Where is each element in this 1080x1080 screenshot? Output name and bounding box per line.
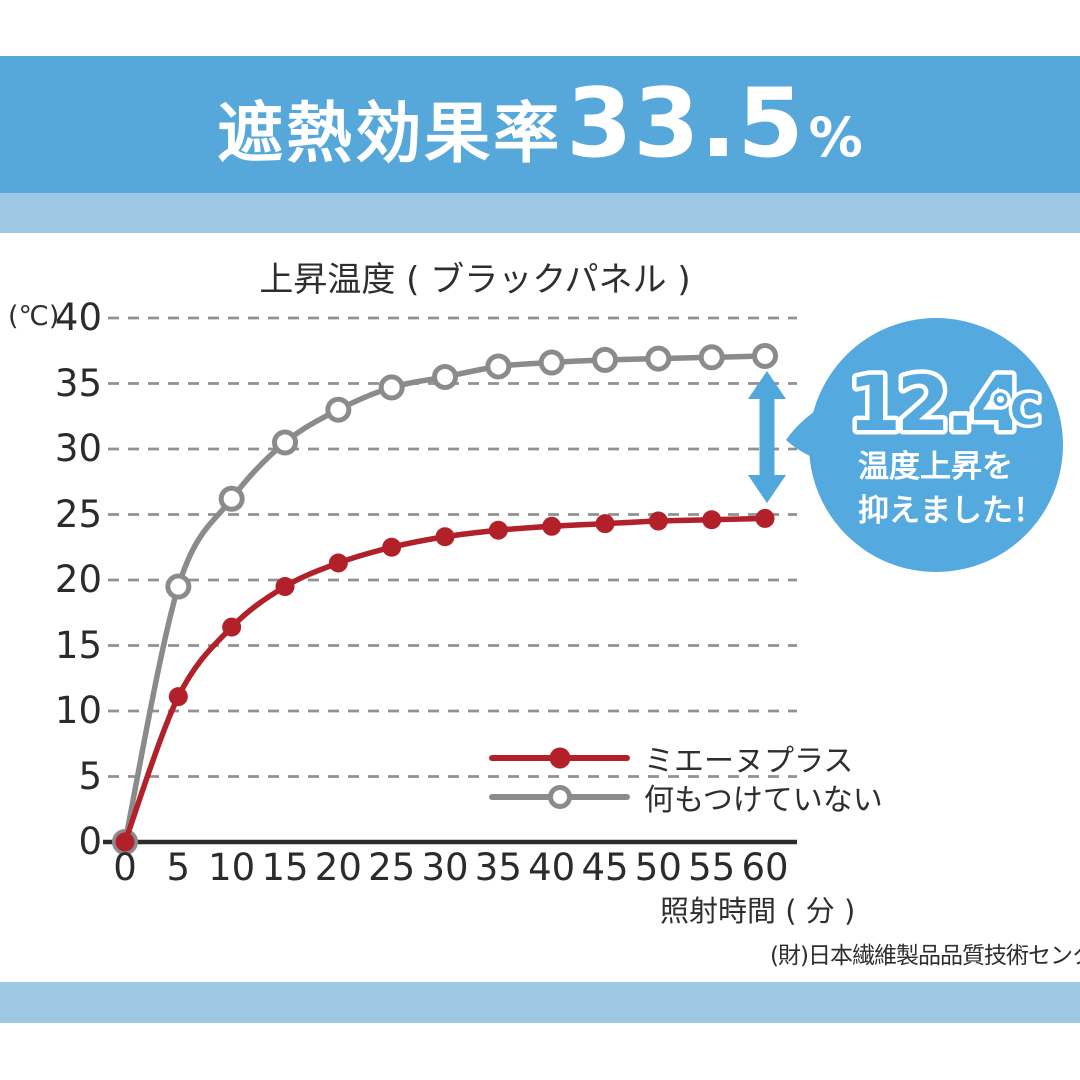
data-point-filled: [648, 511, 668, 531]
x-tick-label: 45: [581, 846, 629, 889]
data-point-filled: [168, 687, 188, 707]
page-title-value: 33.5: [566, 69, 805, 179]
chart-title: 上昇温度 ( ブラックパネル ): [259, 260, 691, 300]
x-tick-label: 35: [474, 846, 522, 889]
data-point-filled: [488, 520, 508, 540]
x-tick-label: 60: [741, 846, 789, 889]
y-axis-unit: (℃): [8, 301, 60, 332]
legend-item-control: 何もつけていない: [489, 780, 883, 818]
x-tick-label: 50: [634, 846, 682, 889]
header-accent-band: [0, 193, 1080, 233]
data-point-open: [218, 485, 245, 512]
x-tick-label: 15: [261, 846, 309, 889]
data-point-open: [165, 573, 192, 600]
data-point-open: [378, 374, 405, 401]
page-title: 遮熱効果率33.5%: [0, 56, 1080, 193]
x-tick-label: 5: [166, 846, 191, 889]
data-point-open: [698, 344, 725, 371]
badge-caption-line1: 温度上昇を: [858, 449, 1013, 485]
data-point-filled: [755, 508, 775, 528]
data-point-open: [645, 345, 672, 372]
data-point-open: [538, 349, 565, 376]
badge-value: 12.4: [848, 359, 1021, 448]
legend-label-product: ミエーヌプラス: [644, 744, 854, 779]
x-tick-label: 40: [528, 846, 576, 889]
data-point-open: [592, 346, 619, 373]
badge-unit: ℃: [990, 385, 1041, 434]
legend-label-control: 何もつけていない: [644, 783, 883, 818]
x-tick-label: 10: [208, 846, 256, 889]
x-tick-label: 55: [688, 846, 736, 889]
data-point-open: [485, 353, 512, 380]
data-point-filled: [115, 832, 135, 852]
y-tick-label: 5: [78, 754, 102, 798]
x-tick-label: 20: [314, 846, 362, 889]
data-point-filled: [542, 516, 562, 536]
legend-line-gray: [489, 785, 630, 809]
data-point-open: [432, 363, 459, 390]
y-tick-label: 40: [54, 296, 102, 339]
data-point-filled: [435, 527, 455, 547]
legend-line-red: [489, 747, 630, 769]
legend-item-product: ミエーヌプラス: [489, 741, 853, 779]
temperature-badge: 12.4 ℃ 温度上昇を 抑えました！: [786, 318, 1063, 572]
y-tick-label: 15: [54, 623, 102, 667]
x-tick-label: 25: [368, 846, 416, 889]
page-title-unit: %: [808, 106, 863, 169]
x-tick-label: 0: [113, 846, 137, 889]
chart-series: [112, 342, 779, 855]
y-tick-label: 20: [54, 558, 102, 601]
data-point-filled: [222, 617, 242, 637]
y-tick-label: 30: [54, 427, 102, 470]
data-point-filled: [702, 510, 722, 530]
y-tick-label: 0: [78, 820, 102, 863]
header-band: [0, 56, 1080, 193]
open-circle-marker-icon: [547, 785, 572, 809]
y-tick-label: 25: [54, 492, 102, 536]
filled-circle-marker-icon: [549, 747, 570, 769]
y-tick-label: 10: [54, 689, 102, 732]
data-point-open: [272, 429, 299, 456]
data-point-filled: [275, 577, 295, 597]
x-tick-label: 30: [421, 846, 469, 889]
data-point-open: [752, 342, 779, 369]
data-point-filled: [595, 514, 615, 534]
difference-arrow-icon: [748, 371, 786, 503]
data-point-open: [325, 396, 352, 423]
data-point-filled: [382, 537, 402, 557]
source-note: (財)日本繊維製品品質技術センター調べ: [770, 943, 1080, 969]
badge-circle: [809, 318, 1063, 572]
data-point-filled: [328, 553, 348, 573]
footer-accent-band: [0, 982, 1080, 1023]
page-title-text: 遮熱効果率: [217, 95, 563, 172]
x-axis-label: 照射時間 ( 分 ): [660, 894, 856, 928]
series-0: [115, 508, 775, 852]
y-tick-label: 35: [54, 361, 102, 405]
badge-caption-line2: 抑えました！: [858, 493, 1044, 529]
